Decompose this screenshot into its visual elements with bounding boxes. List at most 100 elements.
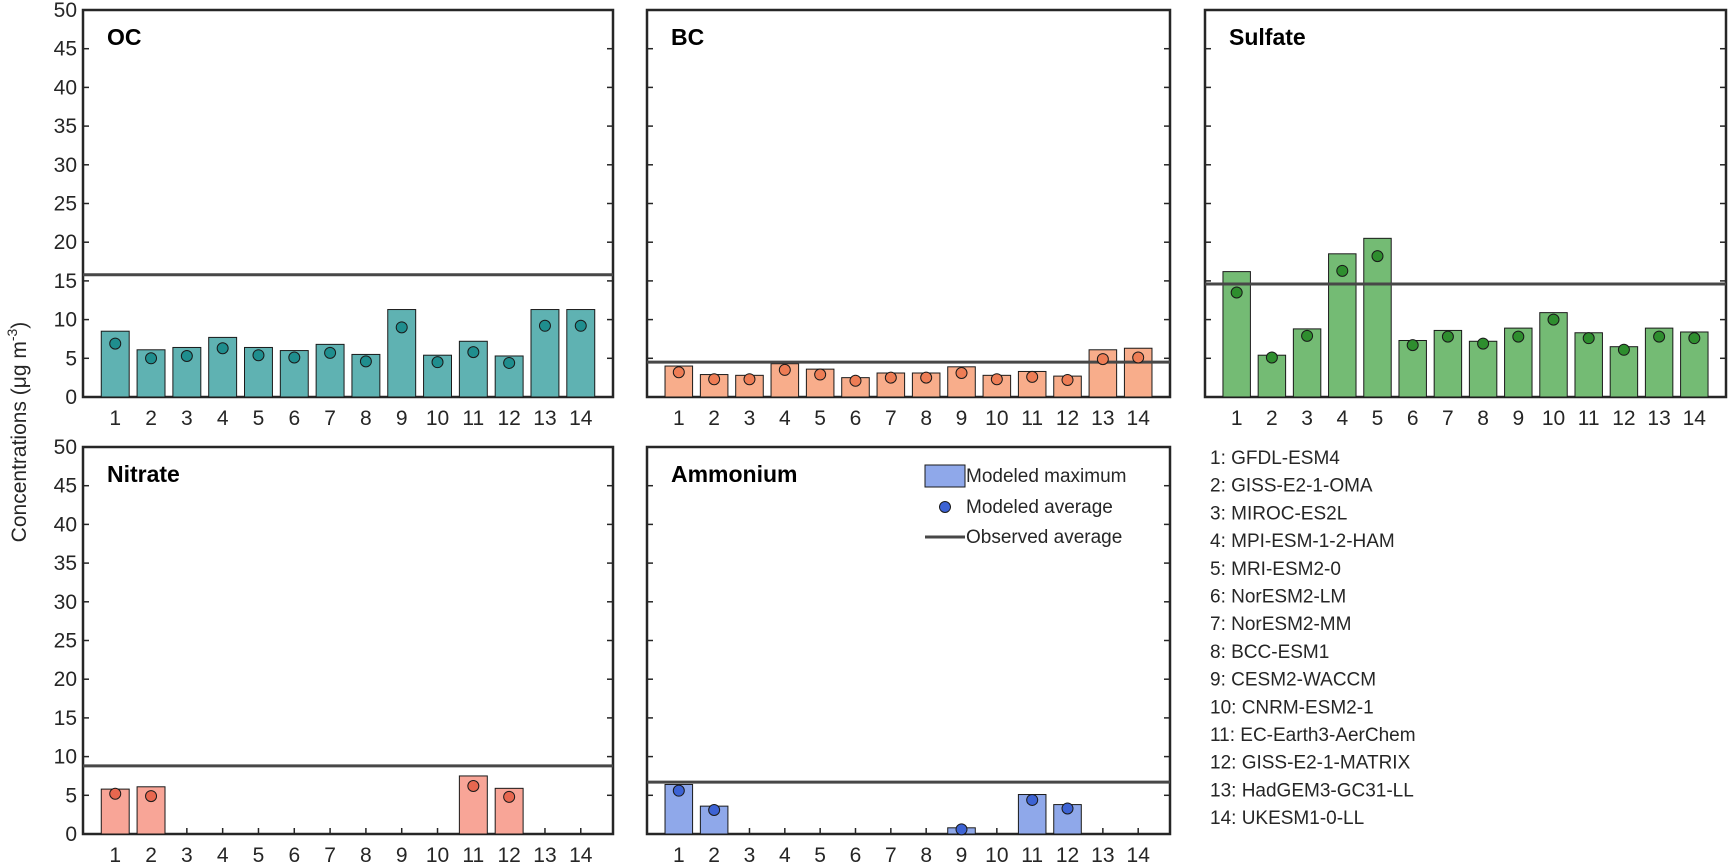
bc-dot-avg xyxy=(920,371,933,384)
ammonium-xtick-label: 10 xyxy=(985,844,1008,865)
nitrate-ytick-label: 45 xyxy=(54,475,77,498)
model-list-item: 3: MIROC-ES2L xyxy=(1210,503,1347,524)
sulfate-dot-avg xyxy=(1582,332,1595,345)
oc-dot-avg xyxy=(288,351,301,364)
model-list-item: 7: NorESM2-MM xyxy=(1210,614,1351,635)
oc-dot-avg xyxy=(574,319,587,332)
oc-axes-frame xyxy=(81,8,615,399)
ammonium-bar-max xyxy=(699,805,729,835)
oc-xtick-label: 14 xyxy=(569,407,593,430)
oc-dot-avg xyxy=(216,342,229,355)
model-list-item: 2: GISS-E2-1-OMA xyxy=(1210,476,1373,497)
nitrate-xtick-label: 12 xyxy=(497,844,520,865)
nitrate-xtick-label: 2 xyxy=(145,844,157,865)
sulfate-dot-avg xyxy=(1336,264,1349,277)
sulfate-bar-max xyxy=(1363,237,1392,398)
nitrate-xtick-label: 6 xyxy=(288,844,300,865)
bc-xtick-label: 1 xyxy=(673,407,685,430)
nitrate-xtick-label: 3 xyxy=(181,844,193,865)
bc-xtick-label: 7 xyxy=(885,407,897,430)
sulfate-xtick-label: 9 xyxy=(1512,407,1524,430)
oc-dot-avg xyxy=(395,321,408,334)
sulfate-dot-avg xyxy=(1617,343,1630,356)
oc-xtick-label: 6 xyxy=(288,407,300,430)
oc-bar-max xyxy=(315,343,345,398)
model-list-item: 4: MPI-ESM-1-2-HAM xyxy=(1210,531,1395,552)
nitrate-xtick-label: 7 xyxy=(324,844,336,865)
sulfate-dot-avg xyxy=(1301,329,1314,342)
model-list-item: 6: NorESM2-LM xyxy=(1210,587,1346,608)
bc-xtick-label: 14 xyxy=(1127,407,1151,430)
oc-bar-max xyxy=(100,330,130,398)
sulfate-dot-avg xyxy=(1230,286,1243,299)
oc-ytick-label: 20 xyxy=(54,231,77,254)
sulfate-bar-max xyxy=(1539,312,1568,398)
sulfate-xtick-label: 5 xyxy=(1372,407,1384,430)
bc-dot-avg xyxy=(1096,353,1109,366)
sulfate-xtick-label: 14 xyxy=(1683,407,1707,430)
model-list-item: 11: EC-Earth3-AerChem xyxy=(1210,725,1416,746)
oc-xtick-label: 8 xyxy=(360,407,372,430)
bc-dot-avg xyxy=(955,367,968,380)
sulfate-dot-avg xyxy=(1477,337,1490,350)
sulfate-xtick-label: 6 xyxy=(1407,407,1419,430)
sulfate-dot-avg xyxy=(1441,330,1454,343)
ammonium-xtick-label: 4 xyxy=(779,844,791,865)
oc-xtick-label: 7 xyxy=(324,407,336,430)
ammonium-dot-avg xyxy=(708,804,721,817)
legend-avg-label: Modeled average xyxy=(966,497,1113,518)
oc-dot-avg xyxy=(359,355,372,368)
bc-xtick-label: 2 xyxy=(708,407,720,430)
bc-xtick-label: 12 xyxy=(1056,407,1079,430)
nitrate-xtick-label: 8 xyxy=(360,844,372,865)
model-list-item: 1: GFDL-ESM4 xyxy=(1210,448,1340,469)
sulfate-dot-avg xyxy=(1547,313,1560,326)
oc-dot-avg xyxy=(538,319,551,332)
oc-dot-avg xyxy=(431,356,444,369)
nitrate-xtick-label: 10 xyxy=(426,844,449,865)
sulfate-xtick-label: 12 xyxy=(1612,407,1635,430)
sulfate-xtick-label: 8 xyxy=(1477,407,1489,430)
nitrate-dot-avg xyxy=(109,787,122,800)
nitrate-ytick-label: 50 xyxy=(54,436,77,459)
ammonium-xtick-label: 2 xyxy=(708,844,720,865)
sulfate-xtick-label: 13 xyxy=(1647,407,1670,430)
nitrate-xtick-label: 5 xyxy=(253,844,265,865)
bc-xtick-label: 6 xyxy=(850,407,862,430)
oc-xtick-label: 1 xyxy=(109,407,121,430)
nitrate-xtick-label: 13 xyxy=(533,844,556,865)
legend-avg-marker xyxy=(939,501,951,513)
nitrate-ytick-label: 0 xyxy=(65,823,77,846)
bc-xtick-label: 13 xyxy=(1091,407,1114,430)
bc-xtick-label: 11 xyxy=(1021,407,1043,430)
sulfate-xtick-label: 1 xyxy=(1231,407,1243,430)
bc-dot-avg xyxy=(884,371,897,384)
bc-xtick-label: 10 xyxy=(985,407,1008,430)
bc-dot-avg xyxy=(814,368,827,381)
oc-xtick-label: 10 xyxy=(426,407,449,430)
model-list-item: 8: BCC-ESM1 xyxy=(1210,642,1329,663)
oc-dot-avg xyxy=(109,337,122,350)
nitrate-ytick-label: 10 xyxy=(54,746,77,769)
sulfate-dot-avg xyxy=(1653,330,1666,343)
ammonium-xtick-label: 1 xyxy=(673,844,685,865)
legend-obs-label: Observed average xyxy=(966,527,1122,548)
oc-ytick-label: 35 xyxy=(54,115,77,138)
nitrate-xtick-label: 4 xyxy=(217,844,229,865)
sulfate-dot-avg xyxy=(1688,332,1701,345)
sulfate-xtick-label: 11 xyxy=(1578,407,1600,430)
nitrate-panel-title: Nitrate xyxy=(107,461,180,487)
model-list-item: 13: HadGEM3-GC31-LL xyxy=(1210,780,1414,801)
nitrate-ytick-label: 30 xyxy=(54,591,77,614)
ammonium-xtick-label: 9 xyxy=(956,844,968,865)
bc-dot-avg xyxy=(1061,373,1074,386)
ammonium-dot-avg xyxy=(672,784,685,797)
ammonium-xtick-label: 11 xyxy=(1021,844,1043,865)
model-list-item: 5: MRI-ESM2-0 xyxy=(1210,559,1341,580)
nitrate-xtick-label: 9 xyxy=(396,844,408,865)
model-list-item: 10: CNRM-ESM2-1 xyxy=(1210,697,1374,718)
bc-dot-avg xyxy=(778,363,791,376)
nitrate-xtick-label: 14 xyxy=(569,844,593,865)
